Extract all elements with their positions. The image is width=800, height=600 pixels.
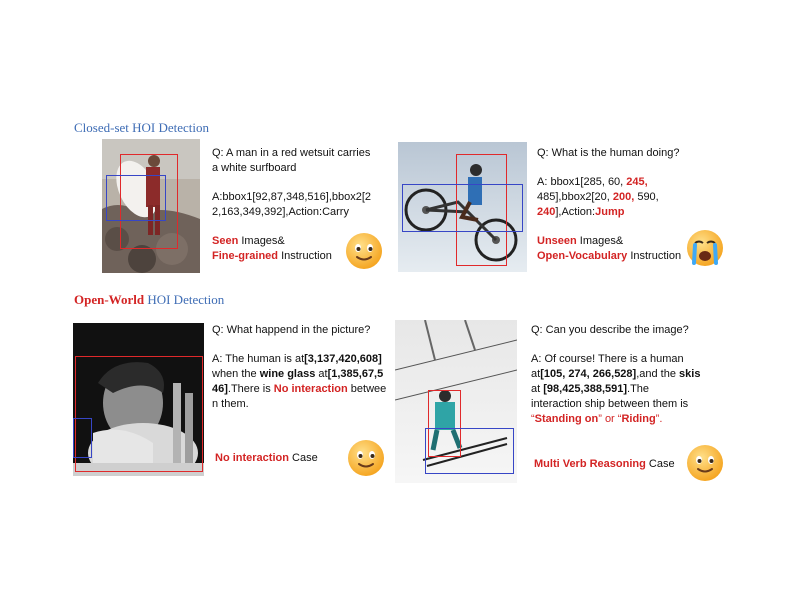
answer-highlight: 200, — [612, 191, 635, 203]
answer-text: ],Action: — [555, 206, 596, 218]
surfer-qa: Q: A man in a red wetsuit carries a whit… — [212, 146, 392, 264]
person-bbox — [75, 356, 203, 472]
smile-face-icon — [345, 232, 383, 275]
answer-text: A: The human is at — [212, 353, 305, 365]
tag-line: Open-Vocabulary Instruction — [537, 249, 727, 264]
answer-text: at — [315, 368, 328, 380]
answer-line: A: The human is at[3,137,420,608] — [212, 352, 392, 367]
surfer-photo — [102, 139, 200, 273]
answer-highlight: 245, — [626, 176, 648, 188]
answer-line: 240],Action:Jump — [537, 205, 727, 220]
tag-highlight: No interaction — [215, 452, 289, 464]
person-bbox — [428, 390, 461, 457]
tag-text: Case — [288, 452, 318, 464]
answer-bold: [1,385,67,5 — [327, 368, 384, 380]
ski-photo — [395, 320, 517, 483]
open-world-highlight: Open-World — [74, 292, 145, 307]
question-line: a white surfboard — [212, 162, 297, 174]
tag-text: Instruction — [278, 250, 332, 262]
answer-bold: [98,425,388,591] — [543, 383, 628, 395]
answer-highlight: Jump — [595, 206, 625, 218]
answer-highlight: Riding — [621, 413, 656, 425]
open-world-title: Open-World HOI Detection — [74, 292, 224, 308]
answer-line: 485],bbox2[20, 200, 590, — [537, 190, 727, 205]
smile-face-icon — [347, 439, 385, 482]
answer-line: when the wine glass at[1,385,67,5 — [212, 367, 392, 382]
answer-bold: [105, 274, 266,528] — [540, 368, 637, 380]
question-line: Q: A man in a red wetsuit carries — [212, 147, 371, 159]
person-bbox — [456, 154, 507, 266]
answer-text: A: bbox1[285, 60, — [537, 176, 627, 188]
tag-highlight: Open-Vocabulary — [537, 250, 628, 262]
answer-line: at [98,425,388,591].The — [531, 382, 731, 397]
answer-line: 2,163,349,392],Action:Carry — [212, 206, 349, 218]
tag-line: Fine-grained Instruction — [212, 249, 392, 264]
crying-face-icon — [686, 229, 724, 272]
answer-bold: 46] — [212, 383, 228, 395]
closed-set-title: Closed-set HOI Detection — [74, 120, 209, 136]
answer-highlight: Standing on — [534, 413, 599, 425]
answer-text: at — [531, 383, 544, 395]
question-line: Q: Can you describe the image? — [531, 324, 689, 336]
tag-highlight: Fine-grained — [212, 250, 279, 262]
tag-line: Multi Verb Reasoning Case — [534, 457, 684, 472]
tag-highlight: Multi Verb Reasoning — [534, 458, 646, 470]
tag-text: Images& — [576, 235, 624, 247]
tag-line: Unseen Images& — [537, 234, 727, 249]
answer-line: at[105, 274, 266,528],and the skis — [531, 367, 731, 382]
man-qa: Q: What happend in the picture? A: The h… — [212, 323, 392, 412]
tag-highlight: Unseen — [537, 235, 577, 247]
answer-bold: wine glass — [259, 368, 316, 380]
answer-line: n them. — [212, 398, 249, 410]
answer-line: interaction ship between them is — [531, 398, 689, 410]
open-world-rest: HOI Detection — [144, 292, 225, 307]
question-line: Q: What is the human doing? — [537, 147, 680, 159]
tag-text: Case — [645, 458, 675, 470]
answer-quote: “ — [531, 413, 535, 425]
tag-highlight: Seen — [212, 235, 239, 247]
bicycle-bbox — [402, 184, 523, 232]
smile-face-icon — [686, 444, 724, 487]
answer-highlight: No interaction — [273, 383, 348, 395]
answer-text: at — [531, 368, 541, 380]
answer-line: A: bbox1[285, 60, 245, — [537, 175, 727, 190]
answer-text: ,and the — [636, 368, 680, 380]
tag-line: No interaction Case — [215, 451, 395, 466]
answer-line: A: Of course! There is a human — [531, 353, 684, 365]
answer-line: 46].There is No interaction betwee — [212, 382, 392, 397]
surfboard-bbox — [106, 175, 166, 221]
closed-set-title-text: Closed-set HOI Detection — [74, 120, 210, 135]
answer-text: betwee — [347, 383, 387, 395]
question-line: Q: What happend in the picture? — [212, 324, 371, 336]
tag-text: Images& — [238, 235, 285, 247]
answer-quote: ” or “ — [598, 413, 622, 425]
answer-text: when the — [212, 368, 260, 380]
answer-highlight: 240 — [537, 206, 556, 218]
bike-photo — [398, 142, 527, 272]
answer-text: 590, — [634, 191, 659, 203]
man-tag: No interaction Case — [215, 451, 395, 466]
tag-line: Seen Images& — [212, 234, 392, 249]
answer-line: “Standing on” or “Riding”. — [531, 412, 731, 427]
bike-qa: Q: What is the human doing? A: bbox1[285… — [537, 146, 727, 264]
answer-quote: ”. — [655, 413, 663, 425]
answer-text: .There is — [227, 383, 274, 395]
person-bbox — [120, 154, 178, 249]
answer-bold: [3,137,420,608] — [304, 353, 382, 365]
answer-text: .The — [627, 383, 650, 395]
ski-qa: Q: Can you describe the image? A: Of cou… — [531, 323, 731, 427]
skis-bbox — [425, 428, 514, 474]
tag-text: Instruction — [627, 250, 682, 262]
ski-tag: Multi Verb Reasoning Case — [534, 457, 684, 472]
answer-text: 485],bbox2[20, — [537, 191, 613, 203]
wine-glass-bbox — [73, 418, 92, 458]
answer-bold: skis — [679, 368, 701, 380]
answer-line: A:bbox1[92,87,348,516],bbox2[2 — [212, 191, 372, 203]
man-photo — [73, 323, 204, 476]
